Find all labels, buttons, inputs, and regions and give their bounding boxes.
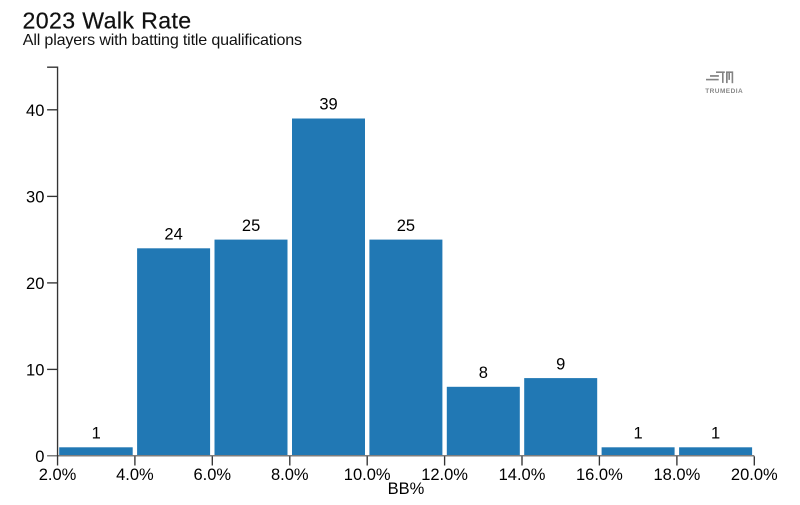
svg-text:1: 1 <box>92 425 101 443</box>
svg-text:25: 25 <box>397 217 415 235</box>
svg-text:20: 20 <box>26 275 44 293</box>
svg-text:1: 1 <box>711 425 720 443</box>
svg-text:39: 39 <box>319 96 337 114</box>
svg-text:18.0%: 18.0% <box>654 466 701 484</box>
svg-text:8.0%: 8.0% <box>271 466 309 484</box>
svg-text:16.0%: 16.0% <box>576 466 623 484</box>
svg-text:10.0%: 10.0% <box>344 466 391 484</box>
svg-text:0: 0 <box>35 448 44 466</box>
svg-text:6.0%: 6.0% <box>193 466 231 484</box>
svg-text:10: 10 <box>26 361 44 379</box>
svg-text:4.0%: 4.0% <box>116 466 154 484</box>
svg-text:30: 30 <box>26 188 44 206</box>
svg-text:1: 1 <box>634 425 643 443</box>
svg-text:2.0%: 2.0% <box>39 466 77 484</box>
svg-text:14.0%: 14.0% <box>499 466 546 484</box>
svg-text:20.0%: 20.0% <box>731 466 778 484</box>
svg-text:12.0%: 12.0% <box>421 466 468 484</box>
svg-text:All players with batting title: All players with batting title qualifica… <box>23 31 302 49</box>
svg-text:8: 8 <box>479 364 488 382</box>
svg-text:TRUMEDIA: TRUMEDIA <box>705 88 743 95</box>
svg-text:9: 9 <box>556 355 565 373</box>
svg-text:40: 40 <box>26 102 44 120</box>
svg-text:2023 Walk Rate: 2023 Walk Rate <box>23 8 192 34</box>
svg-text:25: 25 <box>242 217 260 235</box>
svg-text:24: 24 <box>164 226 182 244</box>
svg-text:BB%: BB% <box>388 480 425 498</box>
